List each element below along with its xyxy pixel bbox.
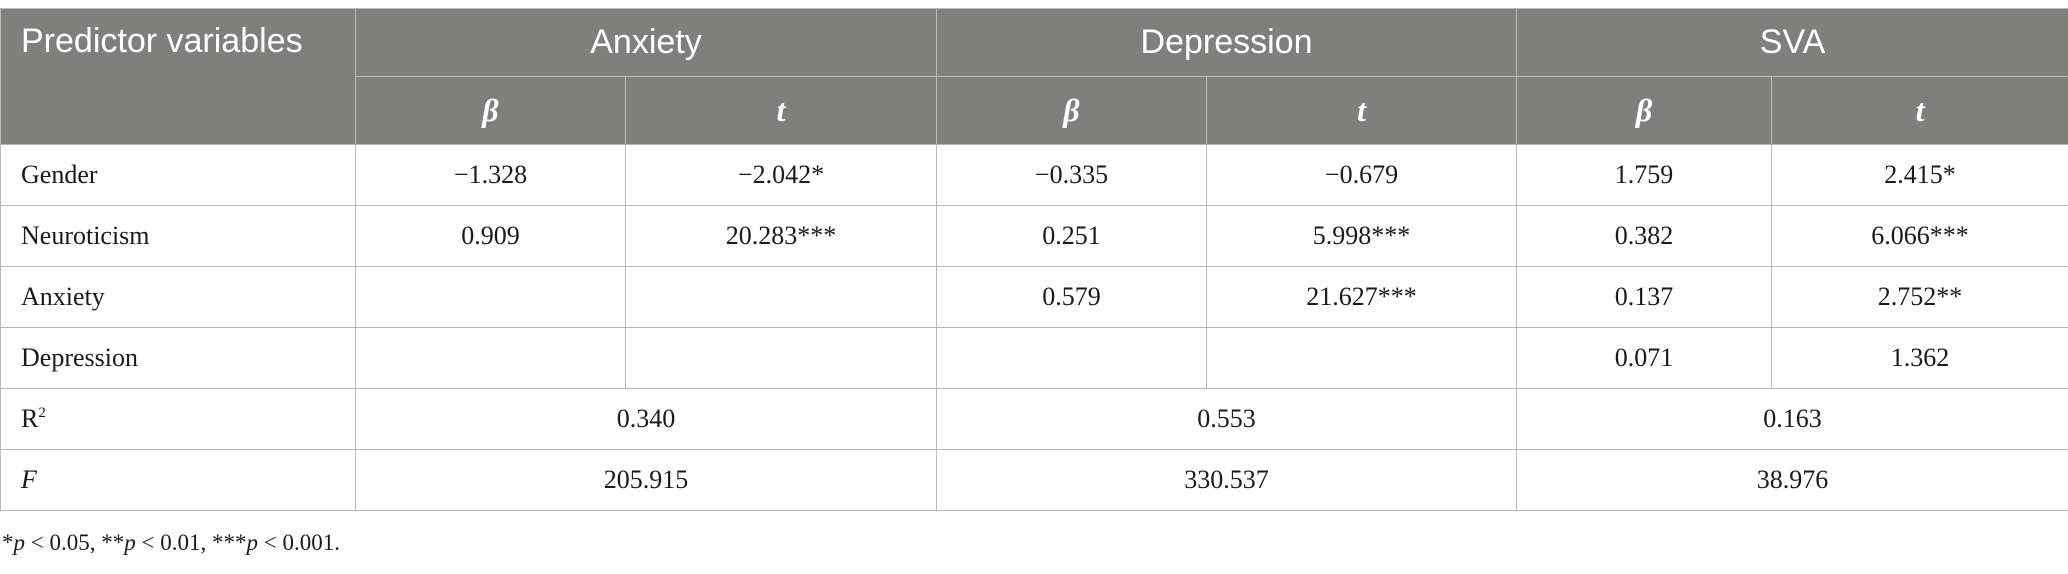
header-row-stats: β t β t β t — [1, 76, 2068, 145]
r-letter: R — [21, 404, 39, 433]
table-cell: −0.679 — [1205, 144, 1518, 206]
table-cell — [625, 266, 937, 328]
row-label: Depression — [0, 327, 356, 389]
row-label: F — [0, 449, 356, 511]
header-group-sva: SVA — [1516, 8, 2068, 77]
row-label: Neuroticism — [0, 205, 356, 267]
table-cell: 0.251 — [936, 205, 1207, 267]
note-part: < 0.001. — [257, 530, 340, 555]
header-t-sva: t — [1771, 76, 2068, 145]
table-cell — [355, 266, 626, 328]
header-group-anxiety: Anxiety — [355, 8, 937, 77]
row-label: Anxiety — [0, 266, 356, 328]
table-cell: 0.340 — [355, 388, 937, 450]
table-cell: 1.759 — [1516, 144, 1773, 206]
table-cell: 21.627*** — [1205, 266, 1518, 328]
table-cell: −0.335 — [936, 144, 1207, 206]
header-t-anxiety: t — [625, 76, 937, 145]
regression-table-container: Predictor variables Anxiety Depression S… — [0, 8, 2068, 511]
table-row-neuroticism: Neuroticism 0.909 20.283*** 0.251 5.998*… — [0, 205, 2068, 267]
header-beta-sva: β — [1516, 76, 1773, 145]
table-row-depression: Depression 0.071 1.362 — [0, 327, 2068, 389]
note-part-italic: p — [124, 530, 136, 555]
header-predictor-variables: Predictor variables — [0, 8, 356, 145]
table-row-gender: Gender −1.328 −2.042* −0.335 −0.679 1.75… — [0, 144, 2068, 206]
header-beta-anxiety: β — [355, 76, 626, 145]
table-cell: 0.163 — [1516, 388, 2068, 450]
table-cell: 38.976 — [1516, 449, 2068, 511]
header-beta-depression: β — [936, 76, 1207, 145]
table-cell: 2.415* — [1771, 144, 2068, 206]
table-cell: −2.042* — [625, 144, 937, 206]
table-cell: 0.579 — [936, 266, 1207, 328]
table-cell: 205.915 — [355, 449, 937, 511]
table-cell — [625, 327, 937, 389]
table-cell: 0.382 — [1516, 205, 1773, 267]
significance-note: *p < 0.05, **p < 0.01, ***p < 0.001. — [2, 530, 340, 556]
table-cell: 0.071 — [1516, 327, 1773, 389]
table-cell: 1.362 — [1771, 327, 2068, 389]
note-part-italic: p — [13, 530, 26, 555]
table-row-anxiety: Anxiety 0.579 21.627*** 0.137 2.752** — [0, 266, 2068, 328]
table-row-f-statistic: F 205.915 330.537 38.976 — [0, 449, 2068, 511]
table-cell — [936, 327, 1207, 389]
table-cell: 0.553 — [935, 388, 1518, 450]
note-part: * — [2, 530, 14, 555]
table-cell: −1.328 — [355, 144, 626, 206]
note-part: < 0.01, *** — [135, 530, 247, 555]
table-cell — [1205, 327, 1518, 389]
table-row-r-squared: R2 0.340 0.553 0.163 — [0, 388, 2068, 450]
table-cell: 0.137 — [1516, 266, 1773, 328]
table-cell: 330.537 — [935, 449, 1518, 511]
note-part-italic: p — [246, 530, 258, 555]
table-cell: 2.752** — [1771, 266, 2068, 328]
table-cell: 20.283*** — [625, 205, 937, 267]
header-t-depression: t — [1205, 76, 1518, 145]
note-part: < 0.05, ** — [25, 530, 125, 555]
regression-table: Predictor variables Anxiety Depression S… — [0, 8, 2068, 511]
row-label-r-squared: R2 — [0, 388, 356, 450]
header-row-groups: Predictor variables Anxiety Depression S… — [0, 8, 2068, 145]
header-group-depression: Depression — [935, 8, 1518, 77]
table-cell: 5.998*** — [1205, 205, 1518, 267]
table-cell: 6.066*** — [1771, 205, 2068, 267]
row-label: Gender — [0, 144, 356, 206]
table-cell: 0.909 — [355, 205, 626, 267]
superscript-two: 2 — [38, 405, 46, 421]
table-cell — [355, 327, 626, 389]
